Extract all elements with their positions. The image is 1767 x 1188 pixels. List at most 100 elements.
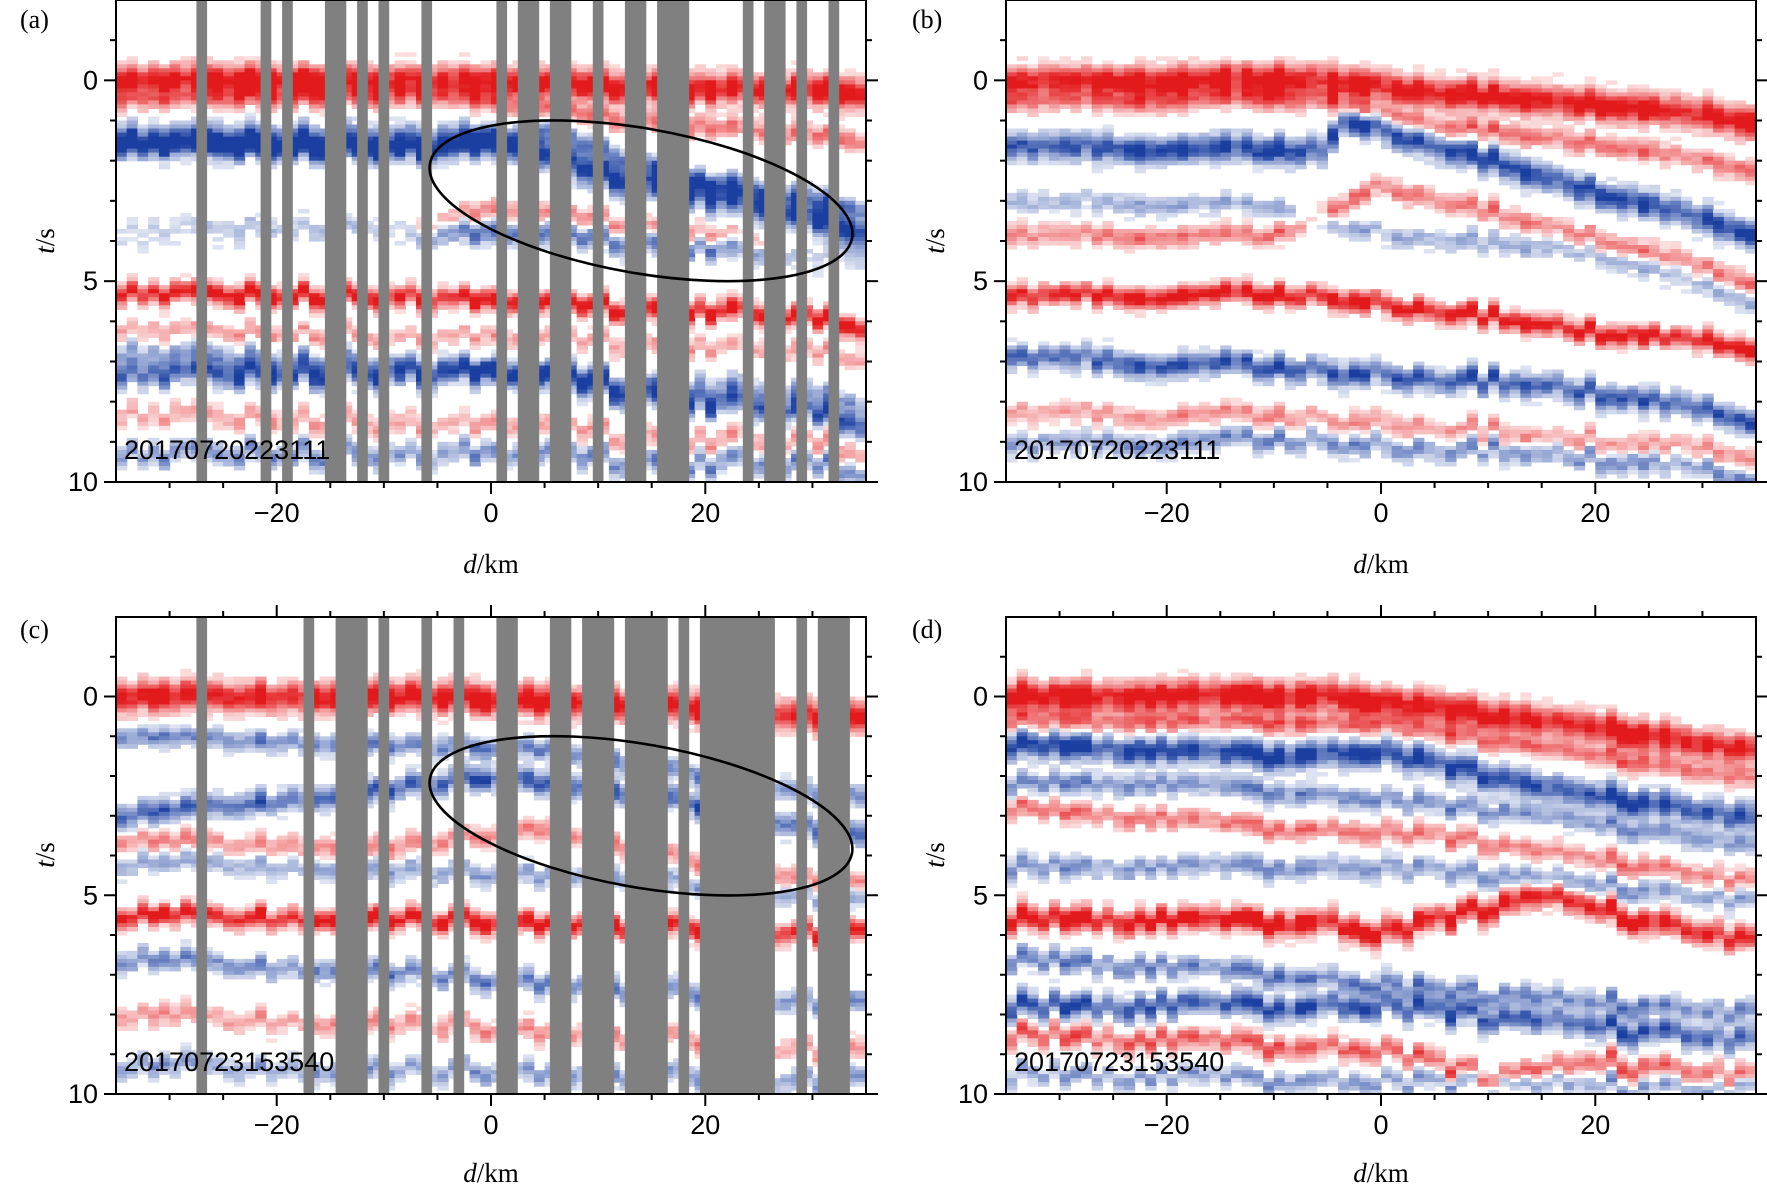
- sample-cell: [694, 180, 706, 186]
- sample-cell: [158, 297, 171, 302]
- sample-cell: [469, 84, 481, 89]
- sample-cell: [716, 120, 728, 126]
- sample-cell: [298, 216, 310, 222]
- sample-cell: [844, 249, 856, 254]
- sample-cell: [116, 60, 128, 65]
- sample-cell: [576, 116, 588, 122]
- sample-cell: [533, 140, 546, 146]
- sample-cell: [833, 108, 846, 114]
- sample-cell: [480, 88, 492, 93]
- sample-cell: [855, 148, 866, 154]
- sample-cell: [833, 216, 846, 222]
- sample-cell: [223, 345, 235, 350]
- sample-cell: [362, 124, 374, 130]
- sample-cell: [148, 116, 160, 122]
- sample-cell: [426, 293, 438, 298]
- sample-cell: [608, 401, 621, 407]
- sample-cell: [726, 393, 738, 399]
- sample-cell: [855, 413, 866, 419]
- sample-cell: [1048, 136, 1061, 142]
- sample-cell: [855, 397, 866, 403]
- sample-cell: [469, 453, 481, 459]
- sample-cell: [480, 361, 492, 367]
- sample-cell: [566, 229, 578, 234]
- sample-cell: [426, 337, 438, 342]
- sample-cell: [480, 413, 492, 419]
- sample-cell: [533, 104, 546, 109]
- sample-cell: [705, 204, 717, 210]
- sample-cell: [844, 88, 856, 93]
- sample-cell: [833, 333, 846, 338]
- sample-cell: [298, 72, 310, 77]
- sample-cell: [641, 401, 653, 407]
- sample-cell: [437, 72, 449, 77]
- sample-cell: [533, 164, 546, 170]
- sample-cell: [394, 76, 406, 81]
- sample-cell: [308, 453, 321, 459]
- sample-cell: [844, 478, 856, 482]
- sample-cell: [812, 224, 824, 230]
- sample-cell: [608, 164, 621, 170]
- sample-cell: [501, 369, 513, 375]
- sample-cell: [266, 140, 278, 146]
- sample-cell: [448, 425, 460, 431]
- sample-cell: [1027, 357, 1039, 363]
- sample-cell: [244, 405, 256, 411]
- sample-cell: [1006, 457, 1018, 463]
- sample-cell: [1059, 433, 1071, 439]
- sample-cell: [748, 313, 760, 318]
- sample-cell: [426, 84, 438, 89]
- sample-cell: [566, 84, 578, 89]
- sample-cell: [683, 72, 696, 77]
- sample-cell: [844, 321, 856, 326]
- sample-cell: [855, 329, 866, 334]
- gap-column: [764, 0, 786, 482]
- sample-cell: [287, 144, 299, 150]
- sample-cell: [801, 216, 813, 222]
- sample-cell: [1027, 136, 1039, 142]
- sample-cell: [576, 297, 588, 302]
- sample-cell: [716, 381, 728, 387]
- sample-cell: [437, 212, 449, 218]
- sample-cell: [1081, 204, 1093, 210]
- sample-cell: [748, 80, 760, 85]
- sample-cell: [844, 112, 856, 118]
- sample-cell: [426, 453, 438, 459]
- sample-cell: [833, 453, 846, 459]
- sample-cell: [533, 168, 546, 174]
- sample-cell: [533, 313, 546, 318]
- sample-cell: [801, 429, 813, 435]
- sample-cell: [212, 293, 224, 298]
- sample-cell: [180, 56, 192, 61]
- sample-cell: [833, 478, 846, 482]
- sample-cell: [576, 433, 588, 439]
- sample-cell: [608, 168, 621, 174]
- sample-cell: [641, 457, 653, 463]
- sample-cell: [116, 148, 128, 154]
- sample-cell: [780, 257, 792, 262]
- sample-cell: [833, 200, 846, 206]
- sample-cell: [448, 72, 460, 77]
- sample-cell: [705, 401, 717, 407]
- sample-cell: [298, 132, 310, 138]
- sample-cell: [437, 293, 449, 298]
- sample-cell: [694, 297, 706, 302]
- sample-cell: [855, 96, 866, 101]
- sample-cell: [148, 321, 160, 326]
- sample-cell: [266, 136, 278, 142]
- sample-cell: [1081, 281, 1093, 286]
- sample-cell: [780, 128, 792, 134]
- sample-cell: [576, 112, 588, 118]
- sample-cell: [1070, 405, 1082, 411]
- sample-cell: [362, 305, 374, 310]
- sample-cell: [1059, 445, 1071, 451]
- sample-cell: [716, 337, 728, 342]
- sample-cell: [126, 76, 138, 81]
- sample-cell: [726, 461, 738, 467]
- sample-cell: [266, 333, 278, 338]
- sample-cell: [576, 100, 588, 105]
- sample-cell: [126, 453, 138, 459]
- sample-cell: [716, 132, 728, 138]
- sample-cell: [641, 381, 653, 387]
- sample-cell: [405, 437, 417, 443]
